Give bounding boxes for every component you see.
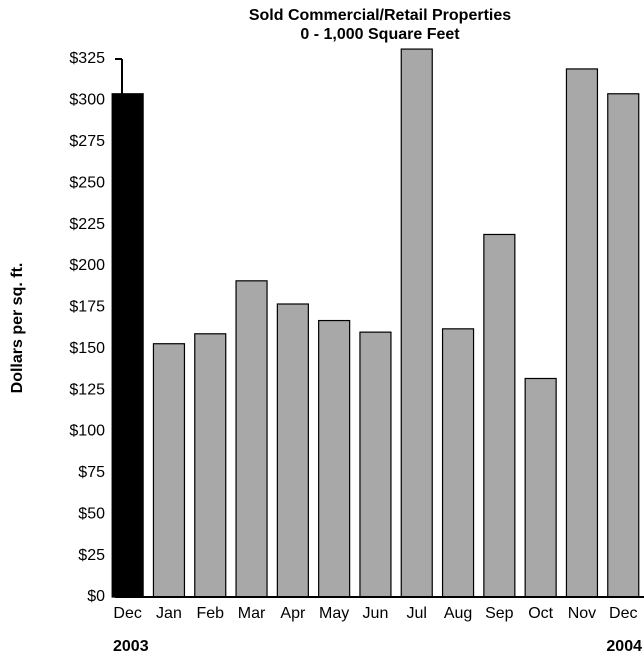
x-tick-label: Nov xyxy=(568,605,596,622)
x-tick-label: Mar xyxy=(238,605,266,622)
x-tick-label: Oct xyxy=(528,605,553,622)
bar xyxy=(483,233,516,598)
x-tick-label: Jul xyxy=(407,605,427,622)
x-tick-label: Sep xyxy=(485,605,514,622)
bar xyxy=(565,68,599,598)
bar xyxy=(524,377,557,598)
bar xyxy=(194,333,227,598)
bar xyxy=(607,93,640,598)
y-tick-label: $0 xyxy=(87,588,105,605)
y-tick-label: $125 xyxy=(69,381,105,398)
bar xyxy=(359,331,392,598)
y-tick-label: $25 xyxy=(78,547,105,564)
y-tick-label: $200 xyxy=(69,257,105,274)
bar xyxy=(152,343,186,598)
bar xyxy=(441,328,475,598)
year-label: 2004 xyxy=(606,638,642,655)
y-tick-label: $75 xyxy=(78,464,105,481)
chart-title: Sold Commercial/Retail Properties xyxy=(249,7,511,24)
x-tick-label: Jan xyxy=(156,605,182,622)
bar xyxy=(318,319,351,598)
y-tick-label: $300 xyxy=(69,92,105,109)
x-tick-label: Dec xyxy=(609,605,637,622)
y-tick-label: $175 xyxy=(69,299,105,316)
y-tick-label: $275 xyxy=(69,133,105,150)
y-tick-label: $250 xyxy=(69,174,105,191)
y-tick-label: $225 xyxy=(69,216,105,233)
y-axis-label: Dollars per sq. ft. xyxy=(9,263,26,394)
chart-subtitle: 0 - 1,000 Square Feet xyxy=(300,26,460,43)
bar xyxy=(111,93,144,598)
y-tick-label: $100 xyxy=(69,423,105,440)
x-tick-label: Feb xyxy=(196,605,224,622)
y-tick-label: $325 xyxy=(69,50,105,67)
x-tick-label: May xyxy=(319,605,349,622)
bar xyxy=(400,48,433,598)
x-tick-label: Dec xyxy=(113,605,141,622)
year-label: 2003 xyxy=(113,638,149,655)
bar xyxy=(235,280,268,598)
y-tick-label: $150 xyxy=(69,340,105,357)
x-tick-label: Aug xyxy=(444,605,472,622)
x-tick-label: Jun xyxy=(363,605,389,622)
bar xyxy=(276,303,309,598)
y-tick-label: $50 xyxy=(78,505,105,522)
x-tick-label: Apr xyxy=(280,605,306,622)
